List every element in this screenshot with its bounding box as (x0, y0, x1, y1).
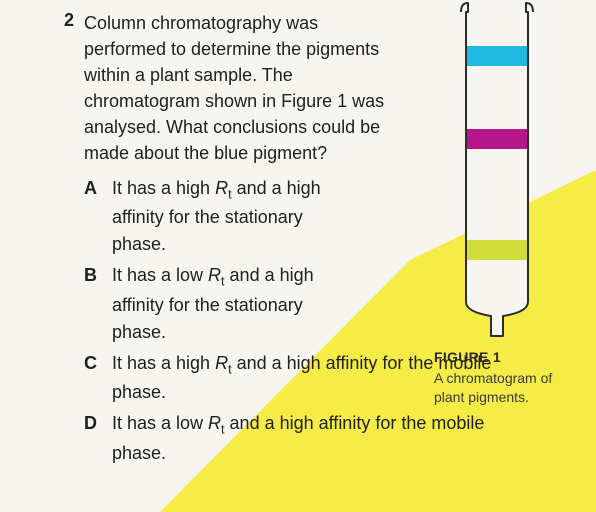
option-a: A It has a high Rt and a high affinity f… (112, 175, 352, 258)
chromatogram-column (456, 2, 538, 338)
option-text: It has a low Rt and a high affinity for … (112, 413, 484, 462)
option-b: B It has a low Rt and a high affinity fo… (112, 262, 352, 345)
option-text: It has a high Rt and a high affinity for… (112, 178, 321, 254)
pigment-band (467, 240, 527, 260)
figure-1: FIGURE 1 A chromatogram of plant pigment… (422, 2, 572, 407)
pigment-band (467, 129, 527, 149)
option-letter: D (84, 410, 97, 437)
question-number: 2 (64, 10, 74, 31)
figure-caption: A chromatogram of plant pigments. (434, 370, 552, 405)
question-text: Column chromatography was performed to d… (84, 10, 394, 167)
option-letter: B (84, 262, 97, 289)
option-text: It has a low Rt and a high affinity for … (112, 265, 314, 341)
figure-number: FIGURE 1 (434, 348, 572, 367)
pigment-band (467, 46, 527, 66)
option-letter: A (84, 175, 97, 202)
option-letter: C (84, 350, 97, 377)
option-d: D It has a low Rt and a high affinity fo… (112, 410, 542, 466)
